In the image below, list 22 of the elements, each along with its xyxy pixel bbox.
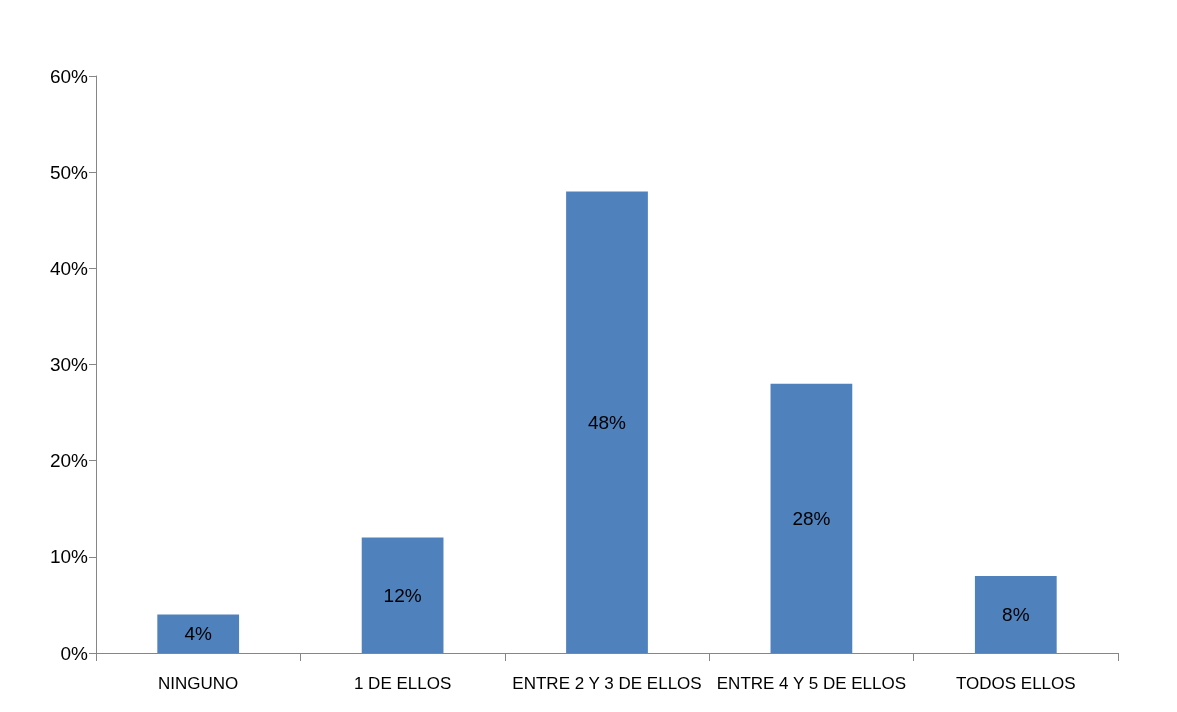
bar: [157, 614, 240, 653]
x-tick-label: 1 DE ELLOS: [353, 674, 452, 693]
y-tick-label: 0%: [60, 642, 89, 664]
bar: [361, 537, 444, 653]
data-label: 28%: [792, 507, 831, 529]
y-tick-label: 20%: [49, 450, 89, 472]
bar: [770, 383, 853, 653]
data-label: 8%: [1002, 604, 1030, 626]
data-label: 4%: [184, 623, 213, 645]
y-tick-label: 60%: [49, 65, 89, 87]
data-label: 12%: [383, 584, 422, 606]
x-tick-label: TODOS ELLOS: [955, 674, 1076, 693]
y-tick-label: 50%: [49, 161, 89, 183]
bar: [974, 576, 1057, 653]
x-tick-label: ENTRE 2 Y 3 DE ELLOS: [512, 674, 702, 693]
data-label: 48%: [587, 411, 627, 433]
x-tick-label: ENTRE 4 Y 5 DE ELLOS: [716, 674, 907, 693]
y-tick-label: 10%: [49, 546, 89, 568]
y-tick-label: 40%: [49, 257, 89, 279]
bar: [566, 191, 648, 653]
x-tick-label: NINGUNO: [158, 674, 239, 693]
y-tick-label: 30%: [49, 354, 89, 375]
